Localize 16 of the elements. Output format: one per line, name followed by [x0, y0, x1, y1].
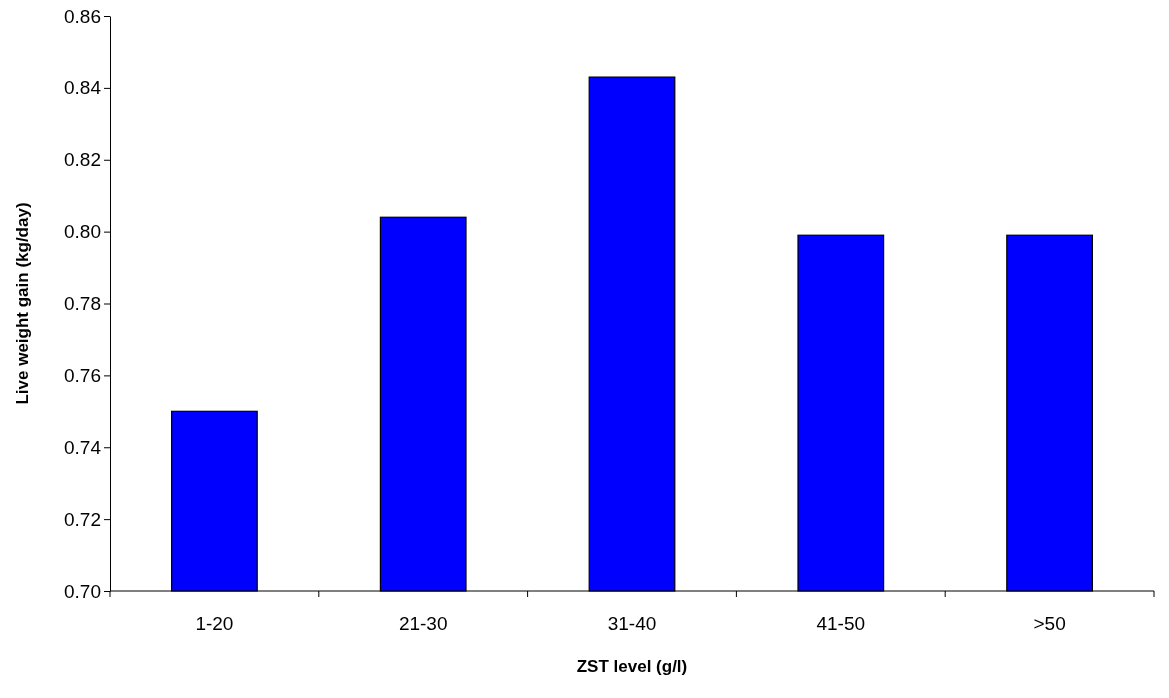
y-axis-title: Live weight gain (kg/day)	[13, 202, 32, 405]
y-tick-label: 0.86	[64, 5, 101, 27]
x-tick-label: 31-40	[607, 613, 657, 634]
x-tick-label: 41-50	[816, 613, 866, 634]
y-tick-label: 0.82	[64, 149, 101, 171]
x-tick-label: >50	[1033, 613, 1066, 634]
y-tick-label: 0.74	[64, 436, 102, 458]
x-tick-label: 1-20	[195, 613, 234, 634]
y-tick-label: 0.80	[64, 221, 101, 243]
x-axis-title: ZST level (g/l)	[576, 657, 688, 676]
y-tick-label: 0.76	[64, 364, 101, 386]
y-tick-label: 0.72	[64, 508, 101, 530]
y-tick-label: 0.78	[64, 293, 101, 315]
x-tick-label: 21-30	[398, 613, 448, 634]
y-tick-label: 0.70	[64, 580, 101, 602]
y-tick-label: 0.84	[64, 77, 102, 99]
